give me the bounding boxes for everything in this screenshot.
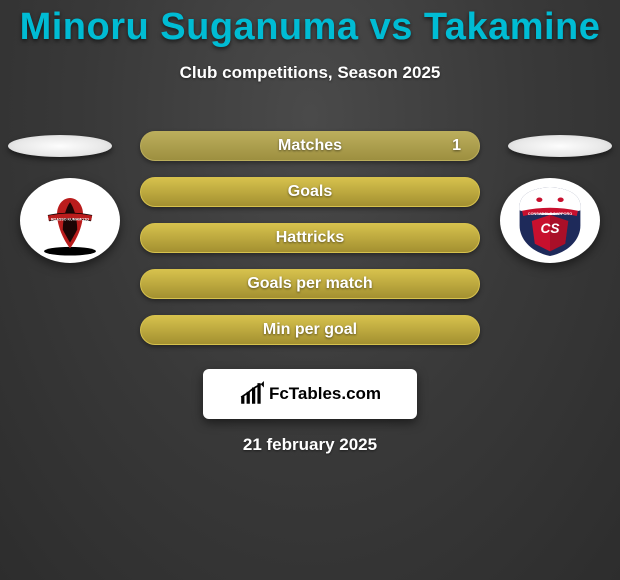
pill-mpg-label: Min per goal — [263, 321, 357, 339]
chart-icon — [239, 381, 265, 407]
pill-matches-label: Matches — [278, 137, 342, 155]
row-matches: Matches 1 — [0, 123, 620, 169]
pill-gpm: Goals per match — [140, 269, 480, 299]
date-text: 21 february 2025 — [0, 435, 620, 455]
row-gpm: Goals per match — [0, 261, 620, 307]
brand-box: FcTables.com — [203, 369, 417, 419]
right-club-banner-text: CONSADOLE SAPPORO — [528, 211, 572, 215]
pill-matches-value-right: 1 — [452, 137, 461, 155]
pill-goals-label: Goals — [288, 183, 332, 201]
pill-hattricks: Hattricks — [140, 223, 480, 253]
pill-mpg: Min per goal — [140, 315, 480, 345]
pill-hattricks-label: Hattricks — [276, 229, 344, 247]
right-club-crest: CS CONSADOLE SAPPORO — [510, 187, 590, 255]
right-club-logo: CS CONSADOLE SAPPORO — [500, 178, 600, 263]
right-player-oval — [508, 135, 612, 157]
page-title: Minoru Suganuma vs Takamine — [0, 0, 620, 49]
brand-text: FcTables.com — [269, 384, 381, 404]
left-club-logo: ROASSO KUMAMOTO — [20, 178, 120, 263]
left-club-crest: ROASSO KUMAMOTO — [30, 187, 110, 255]
left-player-oval — [8, 135, 112, 157]
row-mpg: Min per goal — [0, 307, 620, 353]
pill-matches: Matches 1 — [140, 131, 480, 161]
left-club-banner-text: ROASSO KUMAMOTO — [51, 217, 89, 221]
pill-goals: Goals — [140, 177, 480, 207]
subtitle: Club competitions, Season 2025 — [0, 63, 620, 83]
pill-gpm-label: Goals per match — [247, 275, 372, 293]
svg-text:CS: CS — [541, 221, 560, 236]
